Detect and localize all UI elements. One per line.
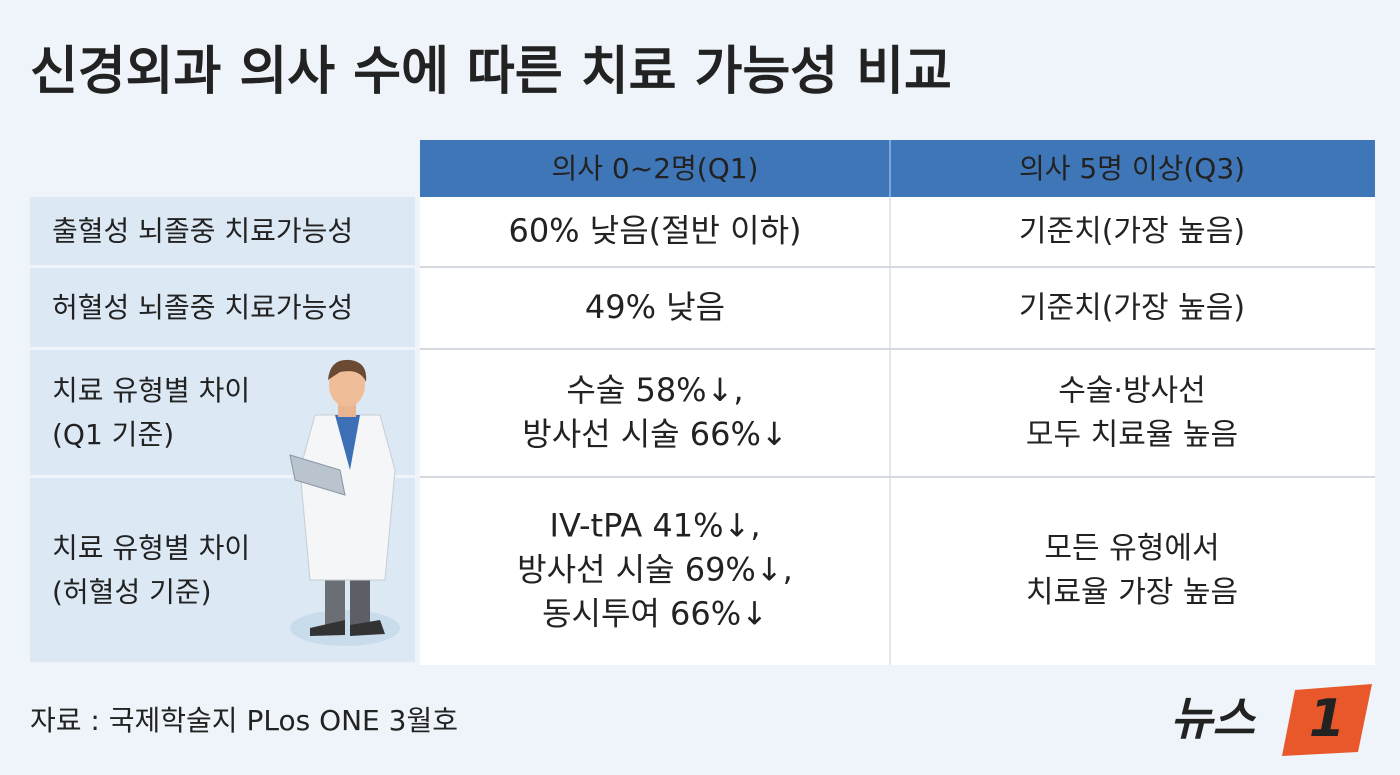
table-body — [420, 197, 1375, 665]
cell-text: 방사선 시술 66%↓ — [522, 415, 787, 453]
row-label: (Q1 기준) — [52, 418, 174, 451]
logo: 뉴스 1 — [1170, 684, 1372, 756]
cell-text: 49% 낮음 — [585, 288, 725, 326]
column-header: 의사 0~2명(Q1) — [552, 152, 759, 185]
logo-number: 1 — [1309, 689, 1345, 749]
cell-text: IV-tPA 41%↓, — [550, 507, 761, 545]
logo-box — [1282, 684, 1372, 756]
cell-text: 모두 치료율 높음 — [1026, 418, 1238, 453]
row-label-cell — [30, 268, 415, 347]
logo-text: 뉴스 — [1170, 692, 1256, 746]
row-label: (허혈성 기준) — [52, 576, 212, 609]
row-label-cell — [30, 197, 415, 265]
source: 자료 : 국제학술지 PLos ONE 3월호 — [30, 704, 458, 737]
row-label: 허혈성 뇌졸중 치료가능성 — [52, 291, 353, 324]
cell-text: 수술·방사선 — [1058, 374, 1206, 409]
row-label: 치료 유형별 차이 — [52, 374, 250, 407]
row-label: 출혈성 뇌졸중 치료가능성 — [52, 215, 353, 248]
cell-text: 60% 낮음(절반 이하) — [508, 212, 801, 250]
cell-text: 모든 유형에서 — [1044, 531, 1219, 566]
row-label: 치료 유형별 차이 — [52, 532, 250, 565]
cell-text: 방사선 시술 69%↓, — [517, 551, 793, 589]
column-header: 의사 5명 이상(Q3) — [1019, 152, 1245, 185]
cell-text: 치료율 가장 높음 — [1026, 575, 1238, 610]
title: 신경외과 의사 수에 따른 치료 가능성 비교 — [30, 42, 952, 102]
header-bar — [420, 140, 1375, 197]
doctor-illustration — [289, 359, 400, 646]
cell-text: 기준치(가장 높음) — [1019, 291, 1245, 326]
cell-text: 동시투여 66%↓ — [542, 595, 768, 633]
cell-text: 수술 58%↓, — [566, 371, 743, 409]
cell-text: 기준치(가장 높음) — [1019, 214, 1245, 249]
